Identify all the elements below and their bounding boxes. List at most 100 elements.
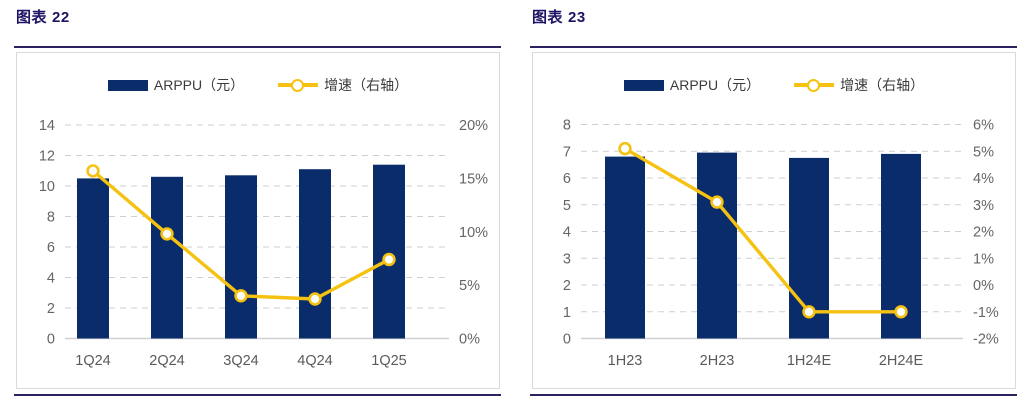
gridlines: [581, 124, 963, 313]
legend-label-arppu: ARPPU（元）: [153, 77, 245, 93]
right-tick-1%: 1%: [973, 251, 994, 267]
cat-2Q24: 2Q24: [149, 353, 184, 369]
cat-1Q24: 1Q24: [75, 353, 110, 369]
growth-markers: [618, 141, 908, 319]
legend-label-growth: 增速（右轴）: [324, 77, 409, 93]
legend-label-growth: 增速（右轴）: [840, 77, 925, 93]
left-tick-7: 7: [563, 144, 571, 160]
exhibit-panel-22: 图表 22 ARPPU（元） 增速（右轴）: [14, 6, 501, 396]
chart-container-23: ARPPU（元） 增速（右轴）: [532, 52, 1016, 389]
legend-item-arppu: ARPPU（元）: [107, 75, 245, 95]
line-marker-icon: [794, 79, 835, 92]
right-tick-5%: 5%: [973, 144, 994, 160]
bar-series: [605, 152, 921, 339]
cat-4Q24: 4Q24: [297, 353, 332, 369]
title-divider: [530, 46, 1017, 48]
marker-2Q24: [160, 227, 174, 241]
right-tick-0%: 0%: [459, 332, 480, 348]
right-tick-3%: 3%: [973, 198, 994, 214]
legend-item-growth: 增速（右轴）: [794, 75, 924, 95]
right-tick-15%: 15%: [459, 171, 488, 187]
marker-4Q24: [308, 292, 322, 306]
left-tick-8: 8: [47, 210, 55, 226]
marker-1H23: [618, 141, 632, 156]
left-axis-labels: 0 2 4 6 8 10 12 14: [39, 118, 55, 348]
category-labels: 1H23 2H23 1H24E 2H24E: [608, 353, 924, 369]
left-tick-4: 4: [47, 271, 55, 287]
right-tick--2%: -2%: [973, 332, 999, 348]
title-divider: [14, 46, 501, 48]
left-tick-0: 0: [47, 332, 55, 348]
exhibit-number: 23: [568, 9, 586, 26]
growth-markers: [86, 164, 396, 306]
legend-item-arppu: ARPPU（元）: [623, 75, 761, 95]
bar-2Q24: [151, 176, 183, 339]
left-tick-12: 12: [39, 149, 55, 165]
marker-1Q24: [86, 164, 100, 178]
left-tick-10: 10: [39, 179, 55, 195]
right-tick-2%: 2%: [973, 225, 994, 241]
right-tick-6%: 6%: [973, 118, 994, 134]
chart-legend-23: ARPPU（元） 增速（右轴）: [533, 75, 1015, 95]
legend-item-growth: 增速（右轴）: [278, 75, 408, 95]
right-tick-0%: 0%: [973, 278, 994, 294]
left-tick-14: 14: [39, 118, 55, 134]
right-tick--1%: -1%: [973, 305, 999, 321]
left-tick-2: 2: [47, 301, 55, 317]
right-tick-20%: 20%: [459, 118, 488, 134]
left-tick-6: 6: [563, 171, 571, 187]
bar-3Q24: [225, 175, 257, 339]
right-tick-5%: 5%: [459, 278, 480, 294]
cat-1H24E: 1H24E: [787, 353, 832, 369]
exhibit-label: 图表: [16, 9, 48, 26]
bottom-divider: [530, 394, 1017, 396]
cat-2H24E: 2H24E: [879, 353, 924, 369]
bar-1Q25: [373, 164, 405, 339]
marker-2H24E: [894, 305, 908, 319]
right-axis-labels: 0% 5% 10% 15% 20%: [459, 118, 488, 348]
exhibit-title-22: 图表 22: [16, 6, 70, 27]
legend-label-arppu: ARPPU（元）: [669, 77, 761, 93]
cat-3Q24: 3Q24: [223, 353, 258, 369]
left-tick-1: 1: [563, 305, 571, 321]
chart-svg-22: 0 2 4 6 8 10 12 14 0% 5% 10% 15% 20% 1Q24 2Q24 3Q24 4Q…: [39, 118, 488, 369]
bar-series: [77, 164, 405, 339]
left-tick-2: 2: [563, 278, 571, 294]
bottom-divider: [14, 394, 501, 396]
right-tick-10%: 10%: [459, 225, 488, 241]
right-axis-labels: -2% -1% 0% 1% 2% 3% 4% 5% 6%: [973, 118, 999, 348]
marker-1H24E: [802, 305, 816, 319]
bar-swatch-icon: [623, 79, 664, 91]
marker-1Q25: [382, 252, 396, 267]
chart-legend-22: ARPPU（元） 增速（右轴）: [17, 75, 499, 95]
left-tick-8: 8: [563, 118, 571, 134]
exhibit-label: 图表: [532, 9, 564, 26]
growth-line: [623, 146, 903, 314]
left-axis-labels: 0 1 2 3 4 5 6 7 8: [563, 118, 571, 348]
left-tick-0: 0: [563, 332, 571, 348]
left-tick-5: 5: [563, 198, 571, 214]
left-tick-4: 4: [563, 225, 571, 241]
cat-2H23: 2H23: [700, 353, 735, 369]
exhibit-number: 22: [52, 9, 70, 26]
left-tick-6: 6: [47, 240, 55, 256]
plot-area-22: 0 2 4 6 8 10 12 14 0% 5% 10% 15% 20% 1Q24 2Q24 3Q24 4Q…: [17, 53, 501, 390]
cat-1H23: 1H23: [608, 353, 643, 369]
bar-1H23: [605, 156, 645, 339]
exhibit-panel-23: 图表 23 ARPPU（元） 增速（右轴）: [516, 0, 1032, 417]
line-marker-icon: [278, 79, 319, 92]
marker-3Q24: [234, 289, 248, 303]
chart-container-22: ARPPU（元） 增速（右轴）: [16, 52, 500, 389]
bar-swatch-icon: [107, 79, 148, 91]
exhibit-title-23: 图表 23: [532, 6, 586, 27]
left-tick-3: 3: [563, 251, 571, 267]
bar-4Q24: [299, 169, 331, 339]
bar-1Q24: [77, 178, 109, 339]
bar-2H23: [697, 152, 737, 339]
category-labels: 1Q24 2Q24 3Q24 4Q24 1Q25: [75, 353, 406, 369]
cat-1Q25: 1Q25: [371, 353, 406, 369]
marker-2H23: [710, 195, 724, 209]
